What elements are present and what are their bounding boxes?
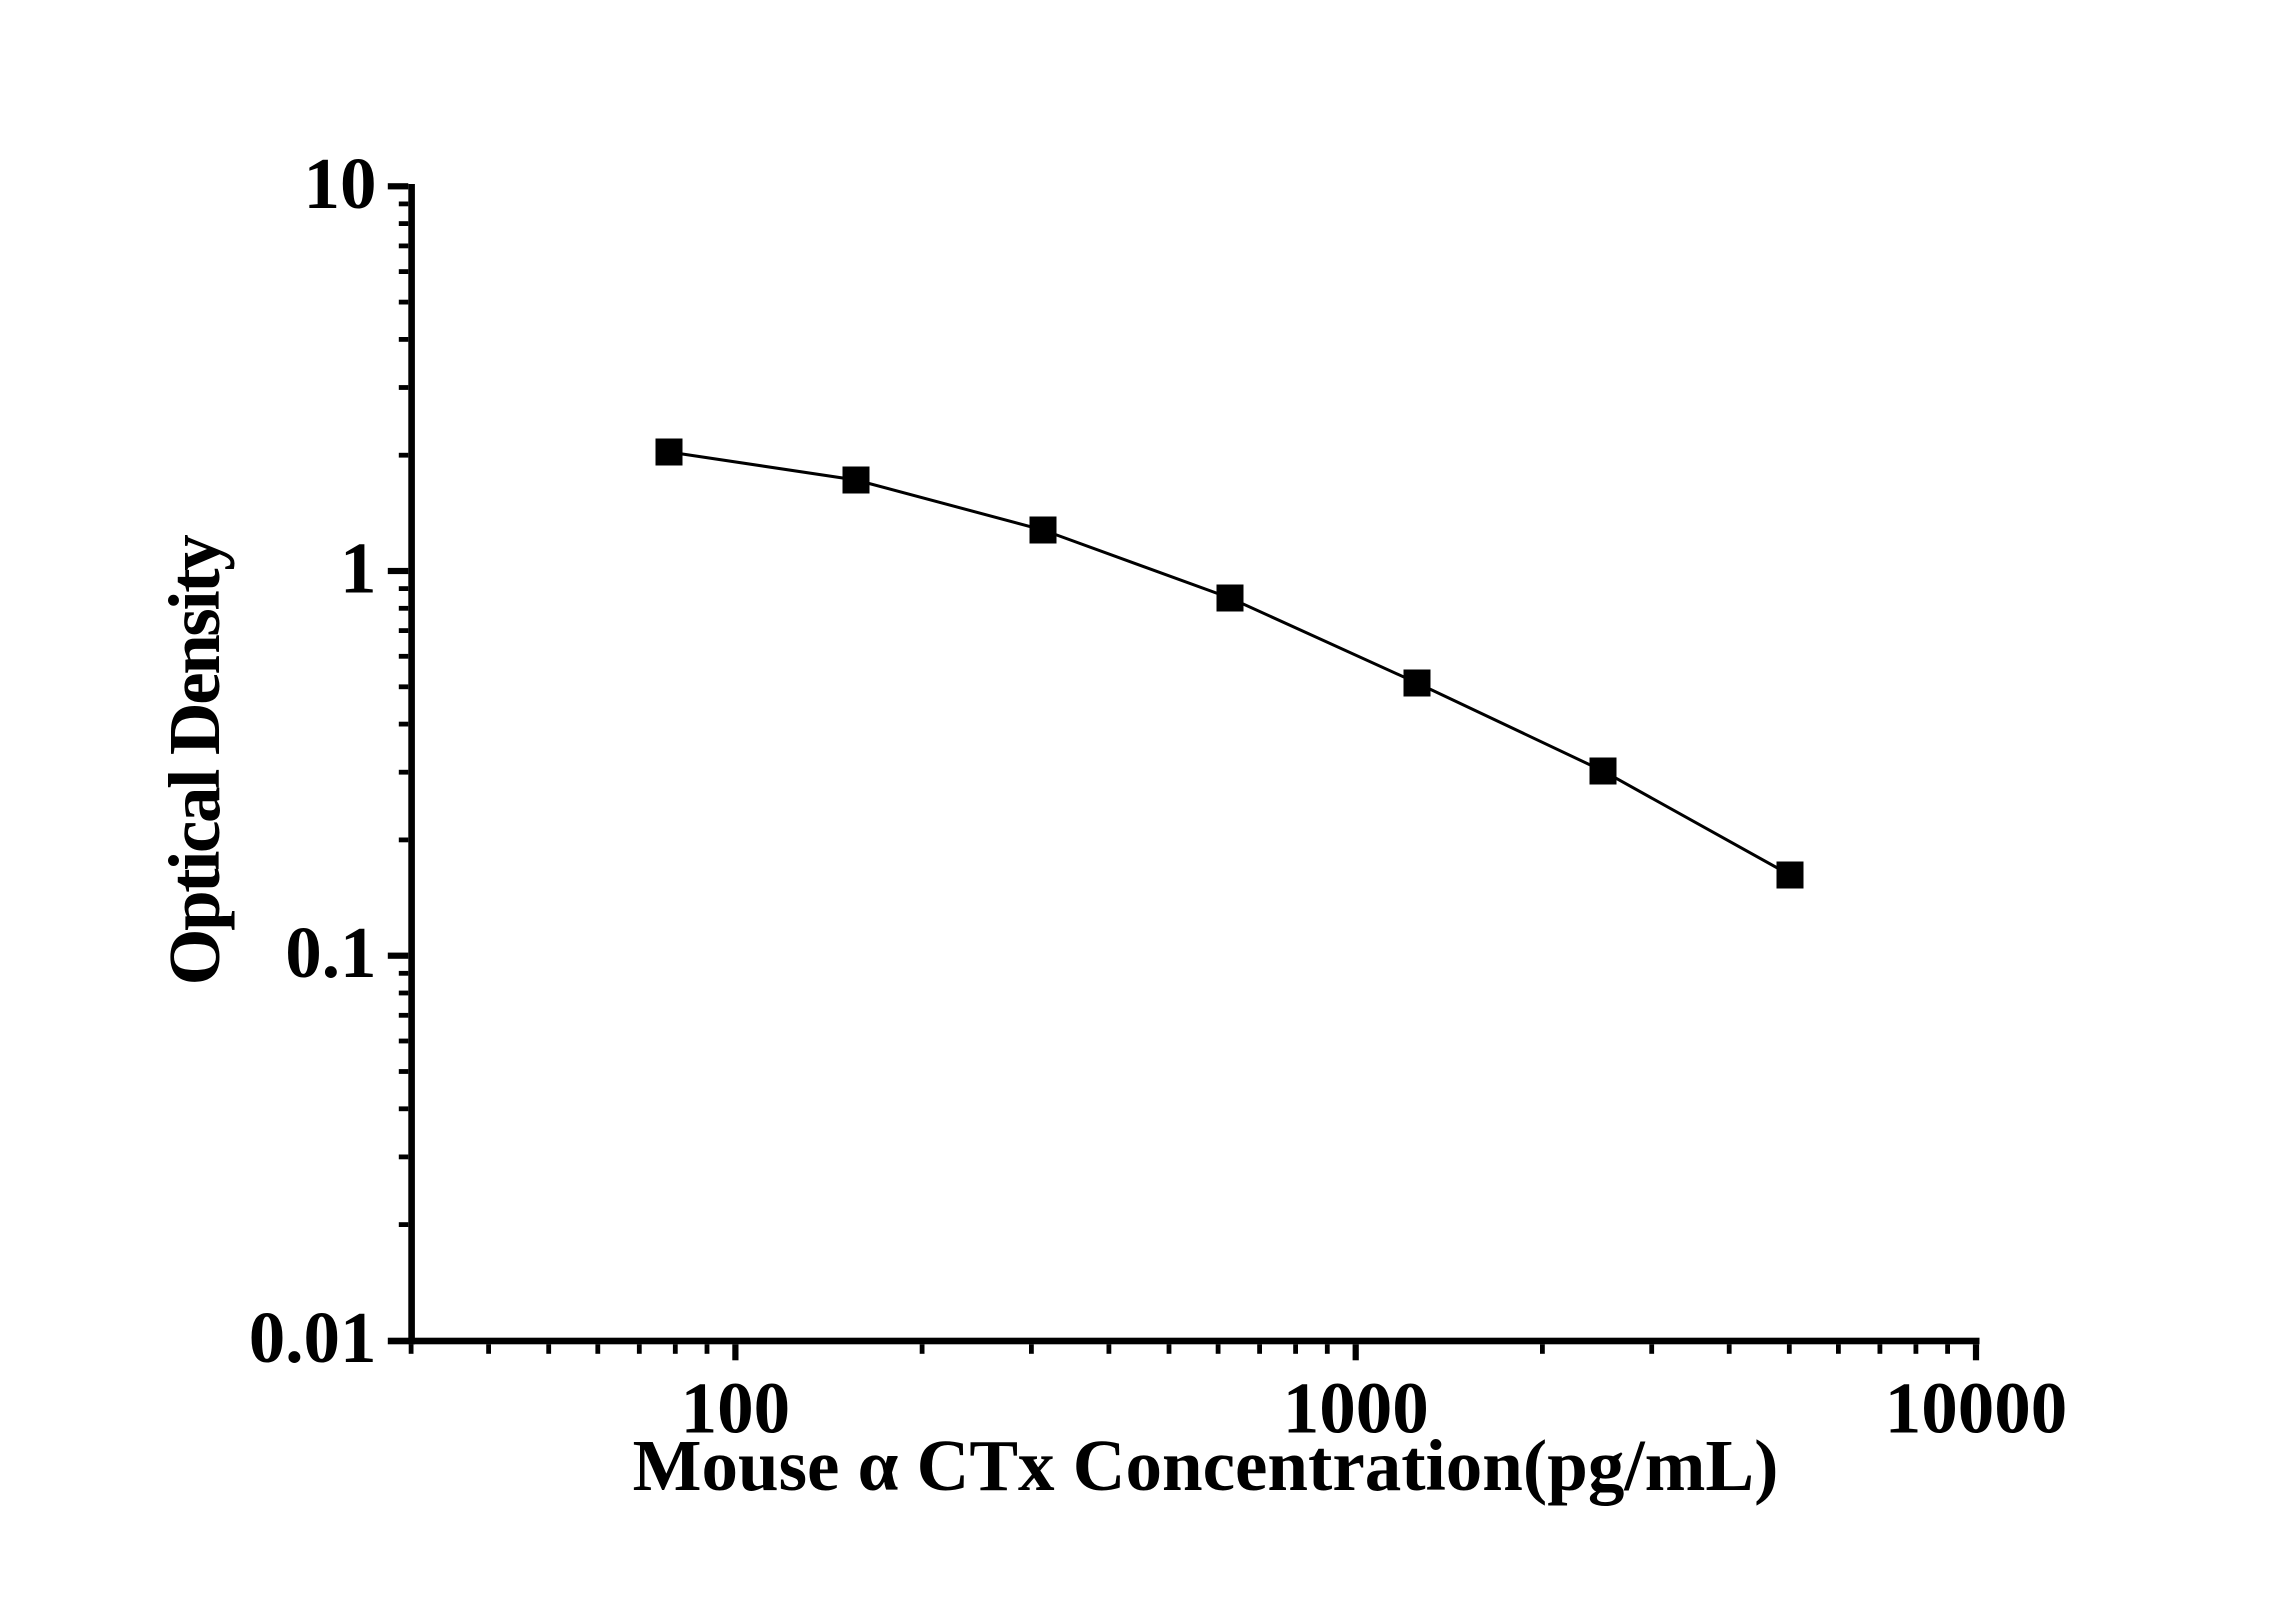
svg-text:Optical Density: Optical Density	[154, 535, 235, 986]
svg-text:0.1: 0.1	[285, 912, 376, 993]
svg-text:Mouse α CTx Concentration(pg/m: Mouse α CTx Concentration(pg/mL)	[633, 1425, 1779, 1506]
svg-text:10: 10	[304, 143, 377, 224]
svg-text:10000: 10000	[1885, 1368, 2068, 1449]
svg-text:1000: 1000	[1283, 1368, 1429, 1449]
svg-text:100: 100	[681, 1368, 791, 1449]
svg-text:1: 1	[340, 528, 377, 609]
svg-text:0.01: 0.01	[249, 1297, 377, 1378]
